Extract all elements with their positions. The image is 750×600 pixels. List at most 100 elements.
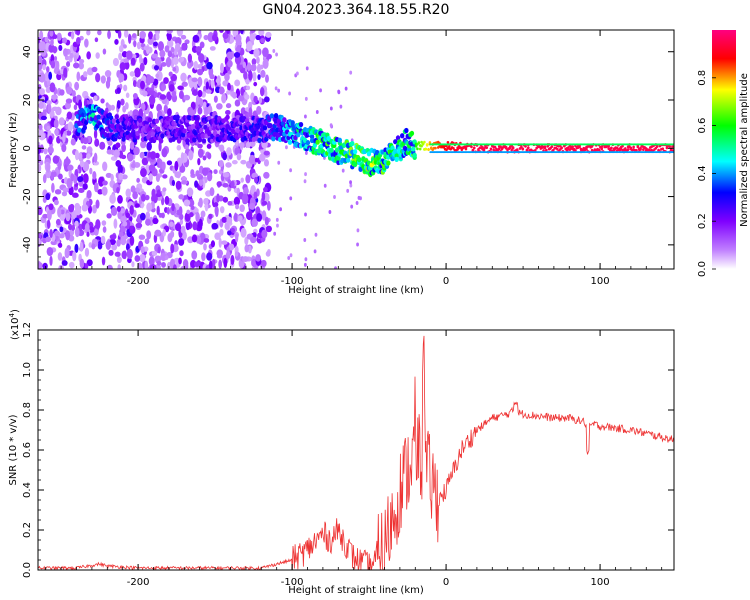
- spectrogram-cell: [134, 255, 141, 262]
- spectrogram-cell: [55, 218, 61, 226]
- spectrogram-cell: [578, 145, 581, 149]
- spectrogram-cell: [210, 240, 216, 248]
- spectrogram-cell: [65, 86, 73, 95]
- spectrogram-cell: [277, 160, 281, 165]
- spectrogram-cell: [665, 146, 669, 150]
- spectrogram-cell: [639, 148, 642, 151]
- spectrogram-cell: [46, 125, 51, 131]
- spectrogram-cell: [112, 57, 119, 67]
- x-tick-label: 100: [591, 276, 610, 287]
- spectrogram-cell: [130, 57, 136, 66]
- spectrogram-cell: [246, 62, 252, 72]
- spectrogram-cell: [117, 264, 121, 269]
- spectrogram-cell: [661, 147, 665, 151]
- spectrogram-cell: [193, 60, 199, 70]
- spectrogram-cell: [47, 103, 52, 113]
- spectrogram-cell: [46, 219, 51, 229]
- spectrogram-cell: [133, 146, 140, 156]
- spectrogram-cell: [197, 143, 203, 149]
- spectrogram-cell: [129, 71, 135, 77]
- spectrogram-cell: [176, 209, 182, 216]
- spectrogram-cell: [250, 64, 257, 72]
- spectrogram-cell: [52, 46, 58, 54]
- spectrogram-cell: [139, 62, 145, 72]
- spectrogram-cell: [171, 90, 177, 97]
- spectrogram-cell: [151, 188, 156, 199]
- spectrogram-cell: [355, 201, 359, 206]
- spectrogram-cell: [208, 260, 213, 269]
- spectrogram-cell: [226, 51, 233, 60]
- spectrogram-cell: [155, 73, 160, 79]
- spectrogram-cell: [260, 64, 264, 70]
- spectrogram-cell: [140, 168, 147, 178]
- spectrogram-cell: [155, 32, 160, 41]
- spectrogram-cell: [218, 159, 224, 167]
- spectrogram-cell: [79, 258, 85, 269]
- spectrogram-cell: [258, 30, 265, 36]
- colorbar-tick-label: 0.6: [697, 118, 708, 134]
- spectrogram-cell: [231, 159, 238, 165]
- spectrogram-cell: [272, 49, 276, 54]
- spectrogram-cell: [46, 66, 50, 73]
- spectrogram-cell: [240, 30, 244, 35]
- spectrogram-cell: [163, 77, 169, 85]
- spectrogram-cell: [60, 209, 65, 215]
- spectrogram-cell: [120, 215, 127, 223]
- spectrogram-cell: [161, 161, 166, 171]
- spectrogram-cell: [222, 32, 229, 39]
- spectrogram-cell: [135, 82, 142, 88]
- spectrogram-cell: [132, 92, 138, 100]
- spectrogram-cell: [100, 98, 105, 104]
- spectrogram-cell: [550, 145, 554, 148]
- spectrogram-cell: [218, 259, 223, 269]
- spectrogram-cell: [333, 194, 336, 199]
- spectrogram-cell: [192, 34, 200, 43]
- spectrogram-cell: [139, 254, 146, 263]
- spectrogram-cell: [412, 152, 417, 158]
- spectrogram-cell: [263, 171, 270, 179]
- spectrogram-cell: [197, 148, 204, 158]
- spectrogram-cell: [329, 123, 333, 128]
- spectrogram-cell: [334, 266, 337, 269]
- spectrogram-cell: [337, 89, 341, 94]
- spectrogram-cell: [464, 147, 468, 151]
- spectrogram-cell: [273, 231, 277, 236]
- spectrogram-cell: [67, 121, 74, 132]
- spectrogram-cell: [118, 150, 124, 159]
- spectrogram-cell: [111, 118, 117, 124]
- spectrogram-cell: [390, 145, 395, 151]
- spectrogram-cell: [225, 103, 232, 109]
- spectrogram-cell: [198, 53, 205, 63]
- spectrogram-cell: [76, 71, 81, 82]
- y-tick-label: 0.0: [22, 562, 33, 578]
- spectrogram-cell: [304, 114, 307, 119]
- spectrogram-cell: [38, 102, 44, 110]
- spectrogram-cell: [97, 188, 104, 195]
- spectrogram-cell: [43, 148, 48, 155]
- snr-series-line: [38, 335, 674, 570]
- spectrogram-cell: [164, 255, 169, 260]
- spectrogram-cell: [120, 225, 126, 232]
- spectrogram-cell: [230, 227, 235, 233]
- spectrogram-cell: [70, 138, 76, 146]
- spectrogram-cell: [197, 30, 202, 35]
- spectrogram-cell: [116, 239, 121, 247]
- spectrogram-cell: [117, 30, 122, 39]
- spectrogram-cell: [208, 213, 213, 220]
- spectrogram-cell: [178, 194, 185, 200]
- spectrogram-cell: [161, 147, 168, 158]
- spectrogram-cell: [39, 41, 46, 50]
- spectrogram-cell: [225, 250, 231, 260]
- spectrogram-cell: [152, 217, 159, 225]
- spectrogram-cell: [49, 82, 56, 93]
- colorbar: 0.0 0.2 0.4 0.6 0.8 Normalized spectral ampl…: [697, 30, 750, 277]
- spectrogram-cell: [119, 62, 126, 71]
- spectrogram-cell: [118, 125, 124, 131]
- spectrogram-cell: [49, 30, 54, 37]
- spectrogram-cell: [214, 232, 221, 240]
- spectrogram-cell: [38, 72, 46, 83]
- spectrogram-cell: [102, 226, 107, 233]
- spectrogram-cell: [312, 142, 318, 148]
- spectrogram-cell: [138, 234, 146, 240]
